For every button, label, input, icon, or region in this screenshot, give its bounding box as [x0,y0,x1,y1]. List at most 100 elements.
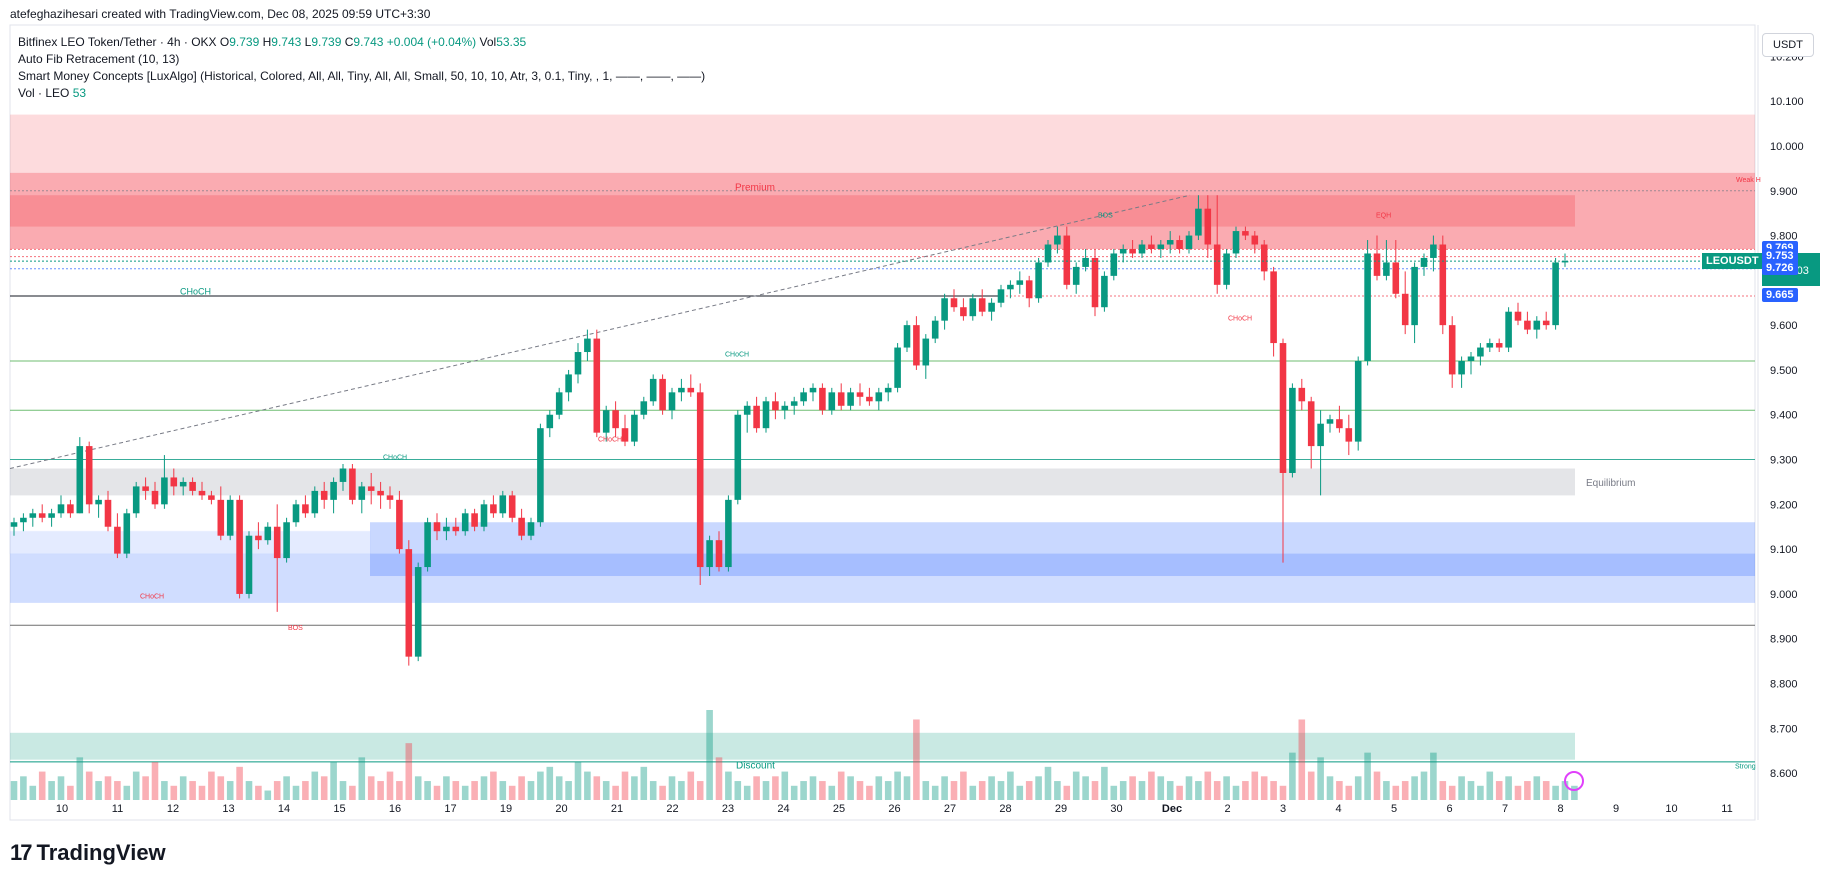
candle-body [1495,343,1503,348]
volume-bar [1298,719,1306,800]
volume-bar [621,771,629,800]
volume-indicator[interactable]: Vol · LEO 53 [18,85,705,102]
candle-body [245,535,253,594]
volume-bar [1270,781,1277,800]
candle-body [1448,325,1456,375]
volume-bar [856,781,864,800]
x-tick-label: 12 [167,803,179,815]
close-label: C [344,35,354,49]
x-tick-label: 28 [999,803,1011,815]
volume-bar [452,781,460,800]
plot-frame [9,24,1756,821]
volume-bar [217,776,225,800]
volume-bar [1354,776,1362,800]
premium-zone [10,172,1755,249]
candle-body [847,392,854,406]
choch-label-1: CHoCH [180,286,211,296]
candle-body [273,526,281,559]
candle-body [781,405,789,411]
close-value: 9.743 [353,35,384,49]
smc-indicator[interactable]: Smart Money Concepts [LuxAlgo] (Historic… [18,69,706,83]
candle-body [85,446,93,505]
volume-bar [574,762,582,800]
volume-bar [320,776,328,800]
volume-bar [1364,752,1371,800]
volume-bar [1524,781,1531,800]
volume-bar [20,776,27,800]
vol-ind-label: Vol · LEO [18,86,70,100]
x-tick-label: 11 [112,803,123,815]
volume-bar [38,771,46,800]
volume-bar [508,785,516,800]
tradingview-logo[interactable]: 17 TradingView [10,840,166,866]
candle-body [339,468,347,482]
volume-bar [1166,781,1174,800]
candle-body [132,486,140,514]
candle-body [659,378,666,411]
candle-body [1486,343,1494,348]
x-tick-label: 23 [722,803,734,815]
candle-body [1035,262,1042,299]
candle-body [734,414,742,500]
candle-body [1242,231,1249,236]
volume-bar [1195,781,1202,800]
symbol-row: Bitfinex LEO Token/Tether · 4h · OKX O9.… [18,34,705,51]
x-tick-label: 11 [1721,803,1732,815]
equilibrium-zone [10,468,1575,496]
candle-body [67,504,74,514]
candle-body [198,490,206,496]
candle-body [696,392,704,568]
volume-bar [1232,785,1240,800]
volume-bar [1392,785,1400,800]
candle-body [95,499,102,505]
candle-body [311,490,319,514]
volume-bar [142,776,149,800]
candle-body [349,468,356,500]
x-tick-label: 7 [1502,803,1508,815]
equilibrium-label: Equilibrium [1586,478,1635,489]
candle-body [1270,271,1277,344]
volume-bar [875,776,883,800]
tv-logo-icon: 17 [10,840,33,865]
volume-bar [1063,785,1071,800]
volume-bar [1072,771,1080,800]
candle-body [1336,419,1343,429]
currency-selector[interactable]: USDT [1762,33,1814,57]
candle-body [678,387,685,393]
volume-bar [800,781,807,800]
y-tick-label: 8.800 [1770,679,1798,691]
volume-bar [903,776,911,800]
candle-body [856,392,864,397]
volume-bar [67,785,74,800]
candle-body [884,387,892,393]
volume-bar [1345,785,1353,800]
symbol-name[interactable]: Bitfinex LEO Token/Tether · 4h · OKX [18,35,217,49]
volume-bar [1448,785,1456,800]
candle-body [988,302,995,312]
candle-body [320,490,328,500]
volume-bar [1138,781,1146,800]
y-tick-label: 10.100 [1770,96,1804,108]
volume-bar [847,776,854,800]
candle-body [1533,320,1541,330]
candle-body [236,499,243,594]
candle-body [1411,266,1418,326]
candle-body [969,298,977,317]
volume-bar [461,785,469,800]
fib-indicator[interactable]: Auto Fib Retracement (10, 13) [18,52,180,66]
candle-body [960,307,967,317]
candle-body [565,374,572,393]
candle-body [621,428,629,442]
candle-body [555,392,563,415]
volume-bar [988,776,995,800]
candle-body [226,499,234,536]
y-tick-label: 9.500 [1770,365,1798,377]
volume-bar [179,776,187,800]
candle-body [894,347,901,388]
candle-body [743,405,751,415]
volume-bar [753,776,760,800]
candle-body [1129,248,1136,254]
weak-high-label: Weak H [1736,177,1761,184]
x-tick-label: 9 [1613,803,1619,815]
